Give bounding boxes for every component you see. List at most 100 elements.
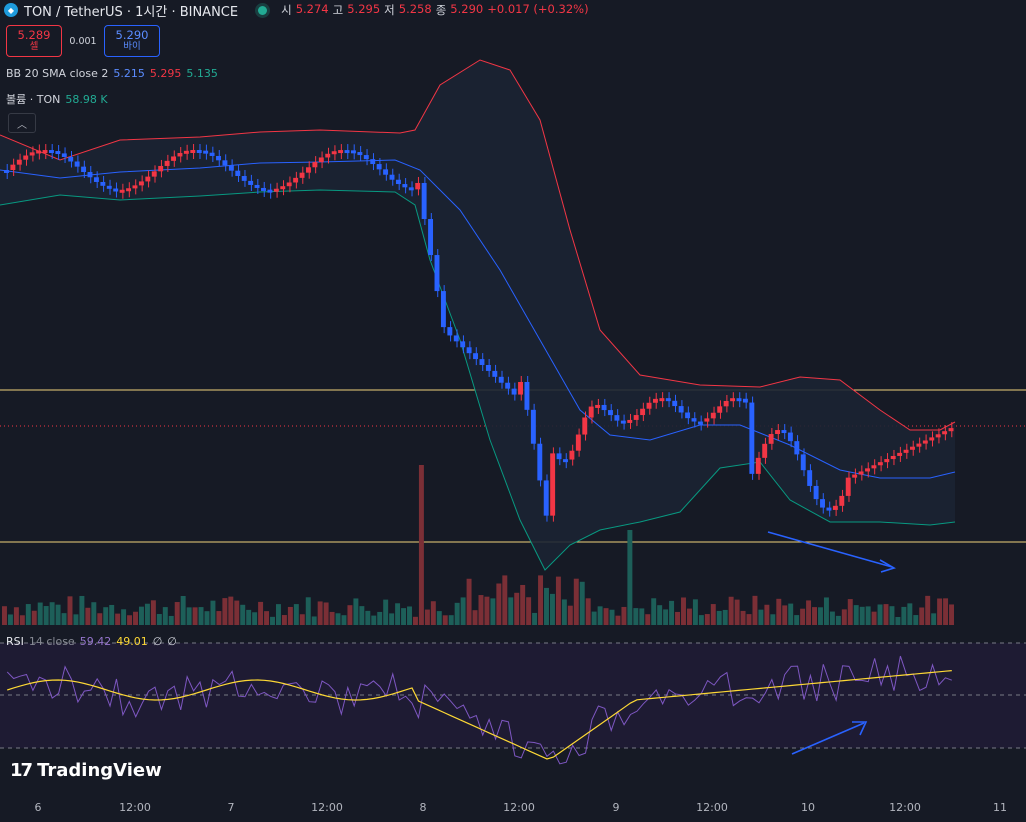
volume-bar [216, 611, 222, 625]
candle-body [884, 459, 890, 463]
spread-value: 0.001 [69, 35, 97, 47]
candle-body [293, 177, 299, 183]
symbol-title[interactable]: TON / TetherUS · 1시간 · BINANCE [24, 4, 239, 20]
volume-bar [460, 597, 466, 625]
tradingview-watermark[interactable]: 17 TradingView [10, 760, 162, 781]
volume-bar [722, 609, 728, 625]
candle-body [228, 165, 234, 171]
sell-label: 셀 [29, 41, 39, 52]
candle-body [363, 155, 369, 160]
low-key: 저 [384, 3, 395, 17]
volume-bar [418, 465, 424, 625]
candle-body [807, 470, 813, 486]
candle-body [768, 434, 774, 444]
candle-body [820, 499, 825, 508]
volume-bar [454, 602, 460, 625]
candle-body [723, 400, 729, 407]
volume-bar [466, 578, 472, 625]
candle-body [640, 408, 646, 416]
candle-body [460, 341, 466, 348]
volume-bar [13, 607, 19, 625]
market-status-icon[interactable] [258, 5, 268, 15]
volume-bar [305, 597, 311, 625]
candle-body [871, 465, 877, 469]
candle-body [742, 398, 748, 403]
volume-bar [436, 611, 442, 625]
time-axis[interactable]: 6 12:00 7 12:00 8 12:00 9 12:00 10 12:00… [0, 795, 1026, 822]
bb-upper-line [0, 59, 956, 431]
rsi-label: RSI [6, 635, 24, 648]
volume-bar [150, 600, 156, 625]
candle-body [678, 406, 684, 413]
volume-bar [168, 615, 174, 625]
volume-bar [585, 598, 591, 625]
candle-body [935, 434, 941, 438]
high-value: 5.295 [347, 2, 381, 16]
candle-body [524, 382, 530, 410]
volume-bar [591, 611, 597, 625]
candle-body [306, 167, 311, 173]
candle-body [608, 410, 613, 416]
candle-body [203, 150, 209, 154]
buy-button[interactable]: 5.290 바이 [104, 25, 160, 57]
candle-body [569, 450, 575, 460]
candle-body [254, 184, 260, 188]
volume-bar [669, 600, 675, 625]
candle-body [196, 150, 202, 154]
candle-body [697, 421, 703, 425]
volume-legend[interactable]: 볼륨 · TON 58.98 K [6, 91, 108, 107]
rsi-value: 59.42 [79, 635, 112, 648]
volume-bar [514, 592, 520, 625]
candle-body [331, 151, 337, 155]
volume-bar [675, 611, 681, 625]
candle-body [659, 398, 665, 402]
volume-bar [281, 615, 287, 625]
candle-body [222, 160, 228, 166]
volume-bar [91, 602, 97, 625]
volume-bar [79, 595, 85, 625]
volume-bar [615, 615, 621, 625]
bb-legend[interactable]: BB 20 SMA close 2 5.215 5.295 5.135 [6, 67, 218, 80]
volume-bar [609, 609, 615, 625]
volume-bar [806, 600, 812, 625]
sell-button[interactable]: 5.289 셀 [6, 25, 62, 57]
candle-body [132, 185, 138, 189]
candle-body [318, 157, 324, 163]
volume-bar [204, 611, 210, 625]
trade-buttons: 5.289 셀 0.001 5.290 바이 [6, 25, 160, 57]
rsi-legend[interactable]: RSI 14 close 59.42 49.01 ∅ ∅ [6, 635, 177, 648]
candle-body [736, 398, 742, 402]
candle-body [762, 443, 768, 458]
bb-upper-value: 5.295 [149, 67, 182, 80]
candle-body [550, 453, 556, 516]
candle-body [55, 151, 61, 155]
candle-body [164, 160, 170, 166]
volume-bar [442, 615, 448, 625]
candle-body [511, 388, 517, 395]
candle-body [280, 186, 286, 190]
candle-body [929, 437, 935, 441]
candle-body [916, 443, 922, 447]
volume-bar [597, 606, 603, 625]
rsi-ma-value: 49.01 [116, 635, 148, 648]
volume-bar [103, 607, 109, 625]
low-value: 5.258 [398, 2, 432, 16]
volume-bar [389, 613, 395, 625]
time-tick: 11 [993, 801, 1007, 814]
volume-bar [532, 612, 538, 625]
volume-bar [579, 581, 585, 625]
volume-bar [240, 604, 246, 625]
candle-body [440, 291, 446, 328]
volume-bar [776, 598, 782, 625]
candle-body [832, 505, 838, 510]
volume-bar [865, 606, 871, 625]
volume-bar [889, 606, 895, 625]
candle-body [421, 182, 427, 220]
candle-body [595, 404, 601, 408]
collapse-legend-button[interactable]: ︿ [8, 113, 36, 133]
candle-body [543, 480, 549, 516]
volume-bar [359, 606, 365, 625]
candle-body [119, 189, 125, 193]
candle-body [897, 452, 903, 456]
